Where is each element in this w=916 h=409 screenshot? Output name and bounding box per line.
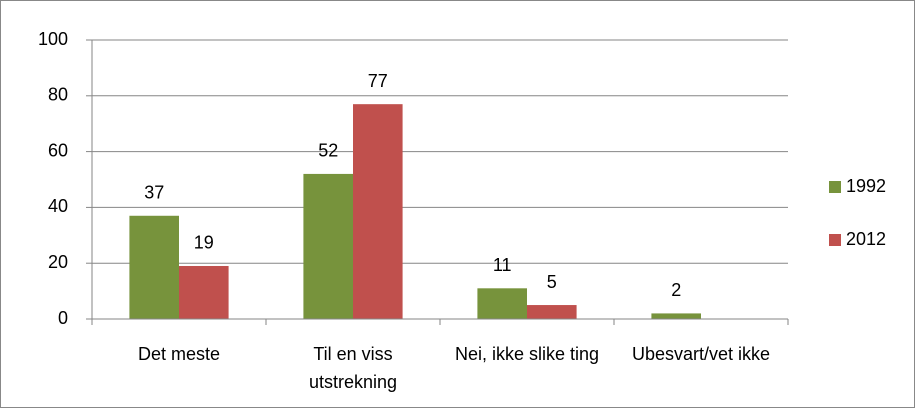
data-label: 19	[194, 233, 214, 253]
x-tick-label: Det meste	[137, 344, 221, 364]
x-tick-label: Nei, ikke slike ting	[454, 344, 600, 364]
y-tick-label: 20	[48, 252, 68, 272]
bar	[527, 305, 577, 319]
bar	[129, 215, 179, 319]
y-tick-label: 60	[48, 140, 68, 160]
data-label: 52	[318, 141, 338, 161]
y-tick-label: 100	[38, 29, 68, 49]
y-tick-label: 40	[48, 196, 68, 216]
x-tick-label: Ubesvart/vet ikke	[631, 344, 771, 364]
bar	[651, 313, 701, 319]
legend-label: 2012	[846, 229, 886, 249]
legend-swatch	[829, 234, 841, 246]
y-tick-label: 0	[58, 308, 68, 328]
y-tick-label: 80	[48, 85, 68, 105]
data-label: 2	[671, 280, 681, 300]
data-label: 11	[493, 255, 512, 275]
bar	[179, 265, 229, 319]
data-label: 5	[547, 272, 557, 292]
legend-swatch	[829, 181, 841, 193]
legend-label: 1992	[846, 176, 886, 196]
bar	[477, 288, 527, 319]
data-label: 37	[144, 183, 164, 203]
bar	[353, 104, 403, 319]
bar	[303, 173, 353, 319]
data-label: 77	[368, 71, 388, 91]
x-tick-label: Til en viss utstrekning	[308, 344, 398, 392]
